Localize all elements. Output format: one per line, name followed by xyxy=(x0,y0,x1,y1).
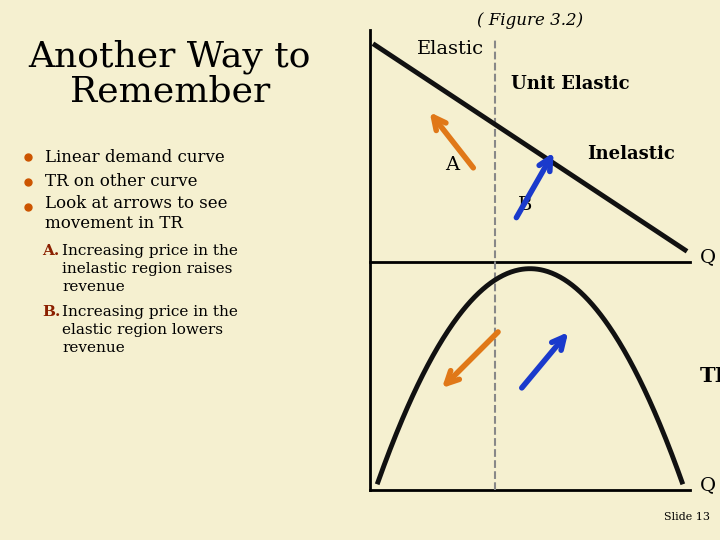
Text: Elastic: Elastic xyxy=(416,40,484,58)
Text: Inelastic: Inelastic xyxy=(587,145,675,163)
Text: Remember: Remember xyxy=(70,74,270,108)
Text: Increasing price in the: Increasing price in the xyxy=(62,305,238,319)
Text: ( Figure 3.2): ( Figure 3.2) xyxy=(477,12,583,29)
Text: Unit Elastic: Unit Elastic xyxy=(510,75,629,93)
Text: Q: Q xyxy=(700,476,716,494)
Text: TR: TR xyxy=(700,366,720,386)
Text: B: B xyxy=(518,196,532,214)
Text: Q: Q xyxy=(700,248,716,266)
Text: revenue: revenue xyxy=(62,341,125,355)
Text: TR on other curve: TR on other curve xyxy=(45,173,197,191)
Text: Increasing price in the: Increasing price in the xyxy=(62,244,238,258)
Text: inelastic region raises: inelastic region raises xyxy=(62,262,233,276)
Text: elastic region lowers: elastic region lowers xyxy=(62,323,223,337)
Text: B.: B. xyxy=(42,305,60,319)
Text: revenue: revenue xyxy=(62,280,125,294)
Text: Linear demand curve: Linear demand curve xyxy=(45,148,225,165)
Text: Slide 13: Slide 13 xyxy=(664,512,710,522)
Text: Another Way to: Another Way to xyxy=(29,40,311,75)
Text: Look at arrows to see: Look at arrows to see xyxy=(45,195,228,213)
Text: A.: A. xyxy=(42,244,59,258)
Text: A: A xyxy=(445,156,459,174)
Text: movement in TR: movement in TR xyxy=(45,215,183,233)
